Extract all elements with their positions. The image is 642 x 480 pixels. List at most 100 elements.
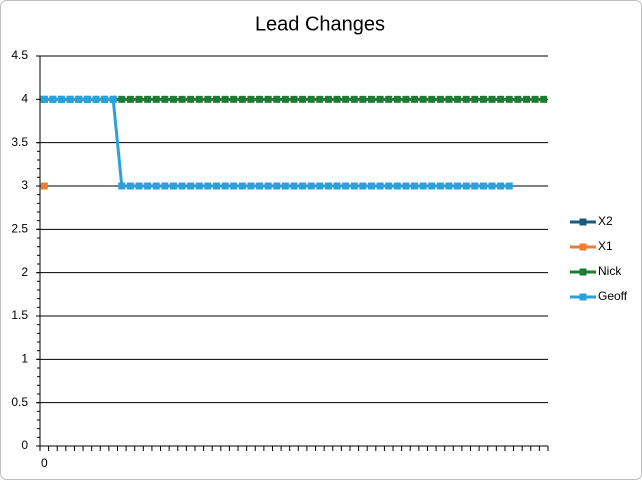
point-marker xyxy=(497,182,505,190)
point-marker xyxy=(505,95,513,103)
point-marker xyxy=(342,95,350,103)
point-marker xyxy=(316,182,324,190)
point-marker xyxy=(195,182,203,190)
point-marker xyxy=(342,182,350,190)
legend-label: Geoff xyxy=(598,289,628,303)
y-tick-label: 4.5 xyxy=(11,48,28,62)
point-marker xyxy=(445,95,453,103)
point-marker xyxy=(126,95,134,103)
point-marker xyxy=(92,95,100,103)
y-tick-label: 3 xyxy=(21,178,28,192)
point-marker xyxy=(350,95,358,103)
point-marker xyxy=(462,95,470,103)
y-tick-label: 2.5 xyxy=(11,222,28,236)
point-marker xyxy=(238,182,246,190)
point-marker xyxy=(402,95,410,103)
point-marker xyxy=(118,95,126,103)
point-marker xyxy=(350,182,358,190)
point-marker xyxy=(40,182,48,190)
point-marker xyxy=(436,95,444,103)
point-marker xyxy=(281,182,289,190)
point-marker xyxy=(49,95,57,103)
point-marker xyxy=(514,95,522,103)
point-marker xyxy=(454,182,462,190)
point-marker xyxy=(213,182,221,190)
point-marker xyxy=(376,182,384,190)
x-tick-label: 0 xyxy=(41,456,48,470)
point-marker xyxy=(161,182,169,190)
point-marker xyxy=(161,95,169,103)
y-tick-label: 2 xyxy=(21,265,28,279)
point-marker xyxy=(385,182,393,190)
point-marker xyxy=(273,182,281,190)
point-marker xyxy=(187,95,195,103)
point-marker xyxy=(40,95,48,103)
point-marker xyxy=(126,182,134,190)
point-marker xyxy=(479,95,487,103)
point-marker xyxy=(299,95,307,103)
point-marker xyxy=(419,95,427,103)
point-marker xyxy=(436,182,444,190)
point-marker xyxy=(264,182,272,190)
point-marker xyxy=(324,95,332,103)
point-marker xyxy=(178,182,186,190)
point-marker xyxy=(144,95,152,103)
point-marker xyxy=(454,95,462,103)
legend-marker xyxy=(579,218,587,226)
point-marker xyxy=(152,95,160,103)
point-marker xyxy=(256,182,264,190)
point-marker xyxy=(169,95,177,103)
point-marker xyxy=(247,95,255,103)
point-marker xyxy=(402,182,410,190)
point-marker xyxy=(204,182,212,190)
y-tick-label: 3.5 xyxy=(11,135,28,149)
point-marker xyxy=(411,182,419,190)
legend-marker xyxy=(579,268,587,276)
point-marker xyxy=(307,182,315,190)
point-marker xyxy=(152,182,160,190)
y-tick-label: 4 xyxy=(21,92,28,106)
point-marker xyxy=(393,182,401,190)
point-marker xyxy=(58,95,66,103)
point-marker xyxy=(144,182,152,190)
point-marker xyxy=(479,182,487,190)
point-marker xyxy=(393,95,401,103)
point-marker xyxy=(281,95,289,103)
point-marker xyxy=(221,182,229,190)
point-marker xyxy=(118,182,126,190)
legend-marker xyxy=(579,293,587,301)
point-marker xyxy=(66,95,74,103)
point-marker xyxy=(488,95,496,103)
point-marker xyxy=(135,182,143,190)
point-marker xyxy=(471,182,479,190)
point-marker xyxy=(462,182,470,190)
point-marker xyxy=(221,95,229,103)
legend-label: X1 xyxy=(598,239,613,253)
y-tick-label: 1.5 xyxy=(11,308,28,322)
point-marker xyxy=(178,95,186,103)
legend-marker xyxy=(579,243,587,251)
y-tick-label: 1 xyxy=(21,352,28,366)
point-marker xyxy=(359,95,367,103)
point-marker xyxy=(230,182,238,190)
point-marker xyxy=(324,182,332,190)
point-marker xyxy=(187,182,195,190)
point-marker xyxy=(488,182,496,190)
legend-label: X2 xyxy=(598,214,613,228)
point-marker xyxy=(101,95,109,103)
point-marker xyxy=(195,95,203,103)
point-marker xyxy=(445,182,453,190)
point-marker xyxy=(256,95,264,103)
point-marker xyxy=(247,182,255,190)
point-marker xyxy=(359,182,367,190)
point-marker xyxy=(367,95,375,103)
y-tick-label: 0.5 xyxy=(11,395,28,409)
point-marker xyxy=(169,182,177,190)
point-marker xyxy=(333,95,341,103)
point-marker xyxy=(531,95,539,103)
point-marker xyxy=(75,95,83,103)
point-marker xyxy=(505,182,513,190)
